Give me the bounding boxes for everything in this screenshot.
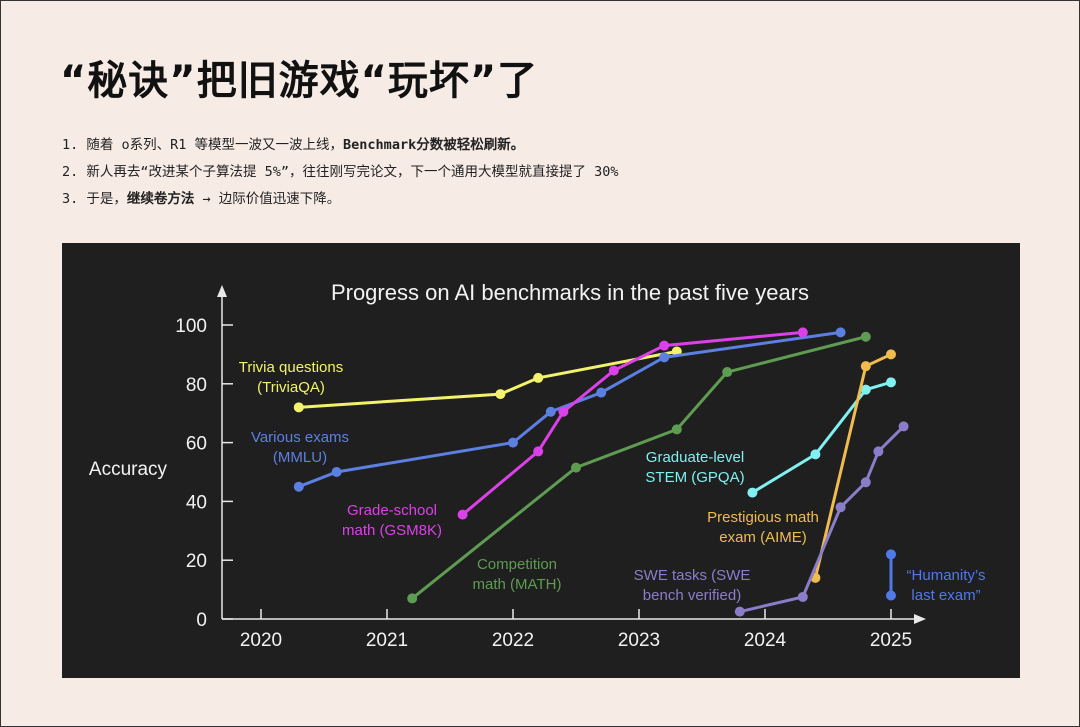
data-point	[508, 437, 518, 448]
slide-title: “秘诀”把旧游戏“玩坏”了	[60, 58, 539, 104]
series-label: Trivia questions	[239, 359, 344, 376]
series-label: math (GSM8K)	[342, 522, 442, 539]
series-line-5	[813, 353, 892, 579]
data-point	[596, 387, 607, 398]
series-label: bench verified)	[643, 587, 741, 604]
data-point	[898, 421, 909, 432]
data-point	[797, 591, 808, 602]
bullet-bold-text: Benchmark分数被轻松刷新。	[343, 137, 525, 153]
bullet-number: 3.	[62, 191, 79, 207]
x-tick-label: 2021	[366, 630, 408, 651]
series-line-2	[461, 330, 803, 516]
data-point	[495, 389, 506, 400]
series-label: Various exams	[251, 429, 349, 446]
bullet-number: 1.	[62, 137, 79, 153]
data-point	[873, 446, 884, 457]
series-label: Grade-school	[347, 502, 437, 519]
data-point	[457, 509, 468, 520]
y-tick-label: 20	[186, 551, 207, 572]
data-point	[558, 406, 569, 417]
bullet-text: → 边际价值迅速下降。	[194, 191, 341, 207]
data-point	[886, 549, 896, 560]
y-axis-arrow	[217, 285, 227, 297]
bullet-text: 于是，	[86, 191, 127, 207]
x-tick-label: 2025	[870, 630, 912, 651]
bullet-list: 1. 随着 o系列、R1 等模型一波又一波上线，Benchmark分数被轻松刷新…	[62, 135, 619, 216]
y-tick-label: 100	[175, 316, 207, 337]
series-line-0	[298, 349, 678, 409]
series-label: exam (AIME)	[719, 529, 807, 546]
series-label: “Humanity’s	[907, 567, 986, 584]
series-label: (TriviaQA)	[257, 379, 325, 396]
data-point	[835, 327, 846, 338]
x-tick-label: 2023	[618, 630, 660, 651]
y-axis-label: Accuracy	[89, 459, 168, 480]
x-tick-label: 2022	[492, 630, 534, 651]
series-label: math (MATH)	[473, 576, 562, 593]
series-label: STEM (GPQA)	[645, 469, 744, 486]
y-tick-label: 40	[186, 492, 207, 513]
series-label: Prestigious math	[707, 509, 819, 526]
data-point	[797, 327, 808, 338]
data-point	[810, 449, 821, 460]
data-point	[571, 462, 581, 473]
data-point	[886, 349, 896, 360]
bullet-text: 随着 o系列、R1 等模型一波又一波上线，	[86, 137, 344, 153]
data-point	[860, 361, 871, 372]
bullet-bold-text: 继续卷方法	[126, 191, 195, 207]
data-point	[860, 384, 871, 395]
data-point	[659, 352, 670, 363]
series-label: Competition	[477, 556, 557, 573]
x-tick-label: 2024	[744, 630, 787, 651]
data-point	[671, 424, 682, 435]
series-line-4	[751, 380, 892, 494]
series-label: last exam”	[911, 587, 980, 604]
data-point	[331, 467, 342, 477]
data-point	[608, 365, 619, 376]
y-tick-label: 0	[196, 610, 207, 631]
chart-panel: Progress on AI benchmarks in the past fi…	[62, 243, 1020, 678]
series-label: SWE tasks (SWE	[634, 567, 751, 584]
data-point	[860, 477, 871, 488]
series-label: (MMLU)	[273, 449, 327, 466]
data-point	[407, 593, 418, 604]
y-tick-label: 60	[186, 434, 207, 455]
data-point	[886, 377, 896, 388]
data-point	[860, 331, 871, 342]
data-point	[533, 372, 544, 383]
bullet-number: 2.	[62, 164, 79, 180]
data-point	[533, 446, 544, 457]
bullet-text: 新人再去“改进某个子算法提 5%”，往往刚写完论文，下一个通用大模型就直接提了 …	[86, 164, 619, 180]
series-label: Graduate-level	[646, 449, 744, 466]
data-point	[722, 367, 733, 378]
series-line-1	[298, 330, 841, 489]
data-point	[734, 606, 745, 617]
data-point	[659, 340, 670, 351]
data-point	[747, 487, 758, 498]
data-point	[293, 481, 304, 492]
x-axis-arrow	[914, 614, 926, 624]
bullet-item: 3. 于是，继续卷方法 → 边际价值迅速下降。	[62, 189, 619, 216]
chart-title: Progress on AI benchmarks in the past fi…	[331, 280, 809, 305]
bullet-item: 2. 新人再去“改进某个子算法提 5%”，往往刚写完论文，下一个通用大模型就直接…	[62, 162, 619, 189]
y-tick-label: 80	[186, 375, 207, 396]
benchmark-chart: Progress on AI benchmarks in the past fi…	[89, 280, 986, 651]
data-point	[886, 590, 896, 601]
data-point	[835, 502, 846, 513]
data-point	[545, 406, 556, 417]
x-tick-label: 2020	[240, 630, 282, 651]
data-point	[293, 402, 304, 413]
series-line-6	[739, 425, 905, 614]
bullet-item: 1. 随着 o系列、R1 等模型一波又一波上线，Benchmark分数被轻松刷新…	[62, 135, 619, 162]
